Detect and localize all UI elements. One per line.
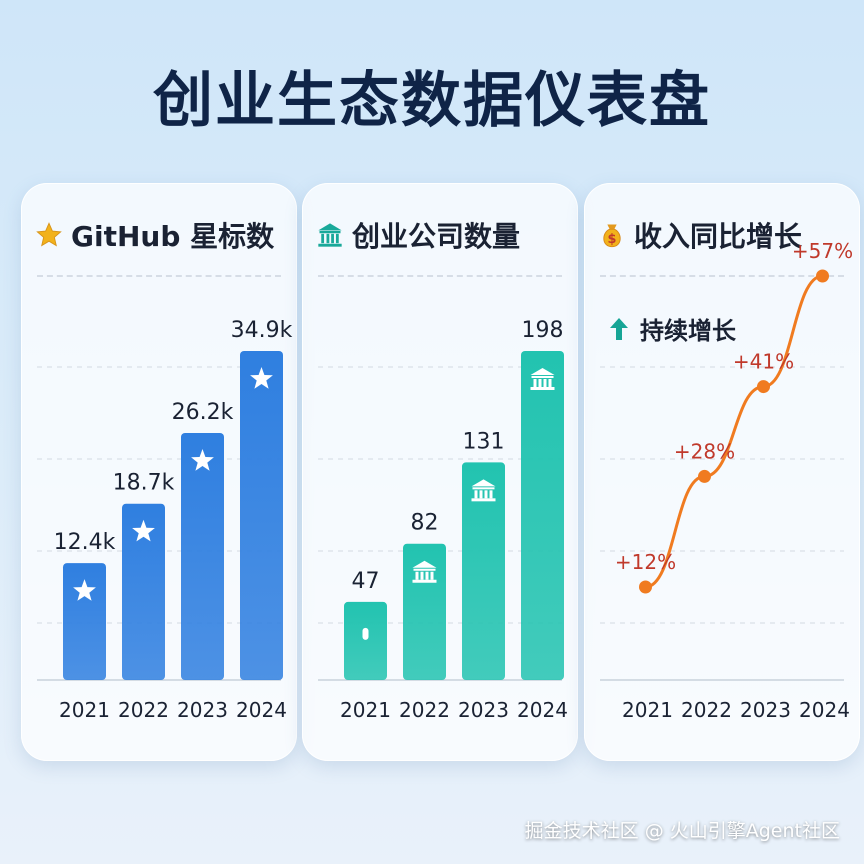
bar bbox=[403, 543, 446, 680]
data-point bbox=[639, 580, 652, 594]
bar bbox=[181, 433, 224, 680]
bar-star-icon bbox=[73, 579, 96, 601]
trend-subtitle: 持续增长 bbox=[608, 311, 736, 346]
bar bbox=[122, 503, 165, 680]
x-tick-label: 2023 bbox=[177, 698, 228, 722]
x-tick-label: 2022 bbox=[118, 698, 169, 722]
data-label: 34.9k bbox=[231, 318, 293, 343]
x-tick-label: 2024 bbox=[517, 698, 568, 722]
data-label: 82 bbox=[411, 511, 439, 536]
bar-star-icon bbox=[132, 519, 155, 542]
x-tick-label: 2024 bbox=[236, 698, 287, 722]
github-stars-title: GitHub 星标数 bbox=[71, 220, 275, 253]
bar-star-icon bbox=[191, 449, 214, 471]
bar-building-icon bbox=[530, 368, 555, 390]
x-tick-label: 2021 bbox=[340, 698, 391, 722]
x-tick-label: 2022 bbox=[399, 698, 450, 722]
header-divider bbox=[37, 275, 281, 277]
data-point bbox=[698, 469, 711, 483]
data-label: +12% bbox=[615, 550, 676, 574]
bar-building-icon bbox=[412, 560, 437, 583]
bar bbox=[240, 351, 283, 680]
x-tick-label: 2021 bbox=[622, 698, 673, 722]
data-label: +41% bbox=[733, 350, 794, 374]
data-point bbox=[757, 380, 770, 394]
dashboard-title: 创业生态数据仪表盘 bbox=[153, 66, 711, 136]
revenue-growth-chart: +12% +28% +41% +57% 2021 2022 2023 2024 bbox=[600, 239, 853, 722]
data-label: 18.7k bbox=[113, 471, 175, 496]
data-point bbox=[816, 269, 829, 283]
data-label: 12.4k bbox=[54, 530, 116, 555]
startup-companies-card: 创业公司数量 47 82 131 198 2021 2022 2023 2024 bbox=[302, 183, 578, 761]
header-divider bbox=[600, 275, 844, 277]
x-tick-label: 2024 bbox=[799, 698, 850, 722]
data-label: 131 bbox=[463, 429, 505, 454]
data-label: 198 bbox=[522, 318, 564, 343]
header-divider bbox=[318, 275, 562, 277]
revenue-growth-header: $ 收入同比增长 bbox=[598, 215, 850, 255]
startup-companies-chart: 47 82 131 198 2021 2022 2023 2024 bbox=[318, 318, 568, 722]
github-stars-card: GitHub 星标数 12.4k 18.7k 26.2k 34.9k 2021 2022 2… bbox=[21, 183, 297, 761]
github-stars-chart: 12.4k 18.7k 26.2k 34.9k 2021 2022 2023 2024 bbox=[37, 318, 293, 722]
star-icon bbox=[36, 222, 62, 247]
startup-companies-title: 创业公司数量 bbox=[352, 220, 521, 253]
data-label: 47 bbox=[352, 569, 380, 594]
data-label: +57% bbox=[792, 239, 853, 263]
trend-subtitle-text: 持续增长 bbox=[640, 317, 736, 345]
revenue-growth-title: 收入同比增长 bbox=[634, 220, 803, 253]
bar bbox=[63, 563, 106, 680]
bar-door-icon bbox=[362, 627, 369, 640]
x-tick-label: 2022 bbox=[681, 698, 732, 722]
github-stars-header: GitHub 星标数 bbox=[35, 215, 287, 255]
x-tick-label: 2021 bbox=[59, 698, 110, 722]
arrow-up-icon bbox=[610, 317, 628, 340]
x-tick-label: 2023 bbox=[740, 698, 791, 722]
building-icon bbox=[318, 223, 342, 247]
bar-star-icon bbox=[250, 367, 273, 389]
revenue-growth-card: $ 收入同比增长 持续增长 +12% +28% +41% +57% 2021 2022 20… bbox=[584, 183, 860, 761]
bar-building-icon bbox=[471, 479, 496, 502]
startup-companies-header: 创业公司数量 bbox=[316, 215, 568, 255]
series-line bbox=[645, 274, 823, 589]
data-label: 26.2k bbox=[172, 400, 234, 425]
bar bbox=[462, 462, 505, 680]
watermark-footer: 掘金技术社区 @ 火山引擎Agent社区 bbox=[524, 820, 840, 842]
svg-text:$: $ bbox=[608, 232, 617, 247]
bar bbox=[521, 351, 564, 680]
x-tick-label: 2023 bbox=[458, 698, 509, 722]
bar bbox=[344, 601, 387, 680]
data-label: +28% bbox=[674, 439, 735, 463]
money-bag-icon: $ bbox=[603, 224, 621, 247]
